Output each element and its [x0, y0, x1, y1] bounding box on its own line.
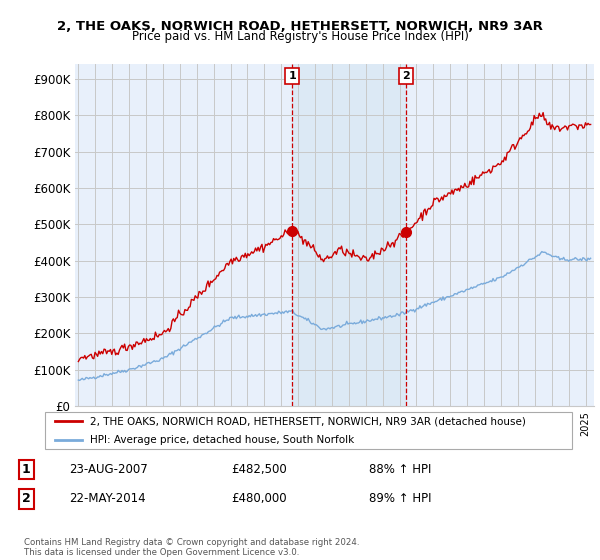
Text: 1: 1: [22, 463, 31, 476]
FancyBboxPatch shape: [44, 412, 572, 449]
Text: 23-AUG-2007: 23-AUG-2007: [70, 463, 148, 476]
Text: 22-MAY-2014: 22-MAY-2014: [70, 492, 146, 506]
Text: Contains HM Land Registry data © Crown copyright and database right 2024.
This d: Contains HM Land Registry data © Crown c…: [24, 538, 359, 557]
Bar: [292, 64, 406, 406]
Text: Price paid vs. HM Land Registry's House Price Index (HPI): Price paid vs. HM Land Registry's House …: [131, 30, 469, 43]
Text: 88% ↑ HPI: 88% ↑ HPI: [369, 463, 431, 476]
Text: 2, THE OAKS, NORWICH ROAD, HETHERSETT, NORWICH, NR9 3AR (detached house): 2, THE OAKS, NORWICH ROAD, HETHERSETT, N…: [90, 417, 526, 426]
Text: £480,000: £480,000: [231, 492, 287, 506]
Text: HPI: Average price, detached house, South Norfolk: HPI: Average price, detached house, Sout…: [90, 435, 355, 445]
Text: 1: 1: [288, 71, 296, 81]
Text: 2: 2: [402, 71, 410, 81]
Text: 89% ↑ HPI: 89% ↑ HPI: [369, 492, 431, 506]
Text: 2, THE OAKS, NORWICH ROAD, HETHERSETT, NORWICH, NR9 3AR: 2, THE OAKS, NORWICH ROAD, HETHERSETT, N…: [57, 20, 543, 32]
Text: 2: 2: [22, 492, 31, 506]
Text: £482,500: £482,500: [231, 463, 287, 476]
